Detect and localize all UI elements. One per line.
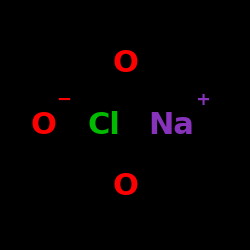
Text: O: O (112, 172, 138, 201)
Text: O: O (31, 110, 57, 140)
Text: −: − (56, 91, 71, 109)
Text: Cl: Cl (87, 110, 120, 140)
Text: +: + (195, 91, 210, 109)
Text: O: O (112, 49, 138, 78)
Text: Na: Na (148, 110, 194, 140)
